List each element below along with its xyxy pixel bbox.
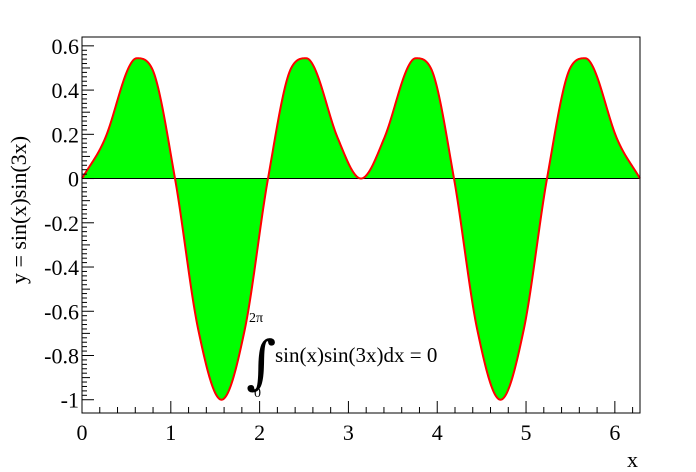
integral-annotation: 2π ∫ 0 sin(x)sin(3x)dx = 0 [246, 311, 437, 401]
y-tick-label: 0.4 [52, 78, 80, 103]
y-tick-label: 0 [68, 167, 79, 192]
y-axis-title: y = sin(x)sin(3x) [6, 136, 31, 284]
y-tick-label: 0.6 [52, 34, 80, 59]
x-tick-label: 5 [521, 420, 532, 445]
x-tick-labels: 0 1 2 3 4 5 6 [77, 420, 621, 445]
series-curve [81, 57, 641, 401]
x-tick-label: 3 [343, 420, 354, 445]
x-tick-label: 6 [609, 420, 620, 445]
positive-area-0 [82, 58, 640, 400]
y-tick-label: -1 [61, 388, 79, 413]
integral-upper-limit: 2π [249, 311, 263, 326]
y-tick-label: 0.2 [52, 122, 80, 147]
y-tick-labels: 0.6 0.4 0.2 0 -0.2 -0.4 -0.6 -0.8 -1 [44, 34, 79, 413]
area-fills [82, 58, 640, 400]
x-tick-label: 4 [432, 420, 443, 445]
axis-ticks [81, 45, 634, 413]
x-tick-label: 1 [165, 420, 176, 445]
plot-frame [81, 36, 641, 414]
integral-lower-limit: 0 [254, 386, 261, 401]
integral-sign: ∫ [246, 328, 276, 396]
y-tick-label: -0.8 [44, 343, 79, 368]
integral-expression: sin(x)sin(3x)dx = 0 [275, 343, 437, 367]
x-tick-label: 0 [77, 420, 88, 445]
y-tick-label: -0.4 [44, 255, 79, 280]
x-axis-title: x [627, 447, 638, 472]
y-tick-label: -0.6 [44, 299, 79, 324]
x-tick-label: 2 [254, 420, 265, 445]
y-tick-label: -0.2 [44, 211, 79, 236]
